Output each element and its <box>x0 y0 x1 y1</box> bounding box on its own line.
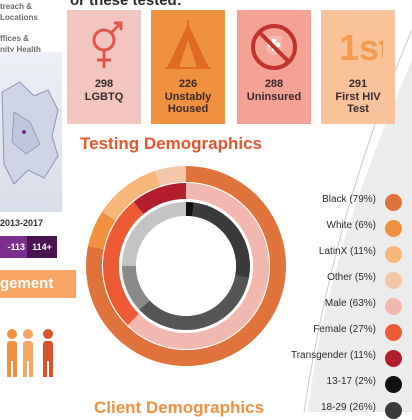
legend-label: Transgender (11%) <box>291 350 376 361</box>
demographics-donut-chart[interactable] <box>84 164 288 368</box>
legend-label: Female (27%) <box>313 324 376 335</box>
left-text-line: treach & <box>0 2 60 12</box>
legend-label: 13-17 (2%) <box>327 376 376 387</box>
legend-label: White (6%) <box>327 220 376 231</box>
legend-swatch <box>385 220 402 237</box>
legend-swatch <box>385 246 402 263</box>
no-medical-cross-icon <box>249 20 299 74</box>
legend-swatch <box>385 298 402 315</box>
legend-item: Female (27%) <box>286 320 412 342</box>
stat-label: First HIV Test <box>323 91 393 115</box>
legend-item: White (6%) <box>286 216 412 238</box>
engagement-section-title: gement <box>0 270 76 298</box>
first-ordinal-number: 1st <box>339 27 383 68</box>
stat-label: LGBTQ <box>69 91 139 103</box>
legend-label: Other (5%) <box>327 272 376 283</box>
stat-value: 288 <box>237 78 311 90</box>
legend-swatch <box>385 376 402 393</box>
legend-item: 18-29 (26%) <box>286 398 412 420</box>
legend-label: Male (63%) <box>325 298 376 309</box>
stat-card-first-hiv-test: 1st 291 First HIV Test <box>321 10 395 124</box>
legend-item: Male (63%) <box>286 294 412 316</box>
legend-item: LatinX (11%) <box>286 242 412 264</box>
year-range-label: 2013-2017 <box>0 218 43 228</box>
stat-card-lgbtq: 298 LGBTQ <box>67 10 141 124</box>
map-outline <box>0 52 62 212</box>
donut-segment-age[interactable] <box>144 277 242 323</box>
stat-card-uninsured: 288 Uninsured <box>237 10 311 124</box>
legend-item: Other (5%) <box>286 268 412 290</box>
legend-item: Black (79%) <box>286 190 412 212</box>
legend-label: 18-29 (26%) <box>321 402 376 413</box>
legend-swatch <box>385 272 402 289</box>
legend-swatch <box>385 324 402 341</box>
client-demographics-title: Client Demographics <box>94 398 264 418</box>
legend-bin: 114+ <box>27 236 57 258</box>
gender-symbol-icon <box>79 20 129 74</box>
stat-card-unstably-housed: 226 Unstably Housed <box>151 10 225 124</box>
first-ordinal-icon: 1st <box>333 20 383 74</box>
section-heading: or these tested: <box>70 0 182 9</box>
stat-value: 226 <box>151 78 225 90</box>
map[interactable] <box>0 52 62 212</box>
stat-value: 291 <box>321 78 395 90</box>
legend-swatch <box>385 350 402 367</box>
testing-demographics-title: Testing Demographics <box>80 134 262 154</box>
stat-value: 298 <box>67 78 141 90</box>
ring-separator <box>120 200 252 332</box>
left-text-line: ffices & <box>0 34 60 44</box>
legend-item: Transgender (11%) <box>286 346 412 368</box>
legend-item: 13-17 (2%) <box>286 372 412 394</box>
stat-label: Unstably Housed <box>153 91 223 115</box>
people-icon <box>6 326 62 384</box>
legend-label: Black (79%) <box>322 194 376 205</box>
legend-label: LatinX (11%) <box>319 246 376 257</box>
legend-swatch <box>385 402 402 419</box>
legend-bin: -113 <box>0 236 27 258</box>
left-text-line: Locations <box>0 13 60 23</box>
tent-icon <box>163 20 213 74</box>
donut-segment-race[interactable] <box>158 174 186 178</box>
ring-separator <box>137 217 235 315</box>
stat-label: Uninsured <box>239 91 309 103</box>
legend-swatch <box>385 194 402 211</box>
